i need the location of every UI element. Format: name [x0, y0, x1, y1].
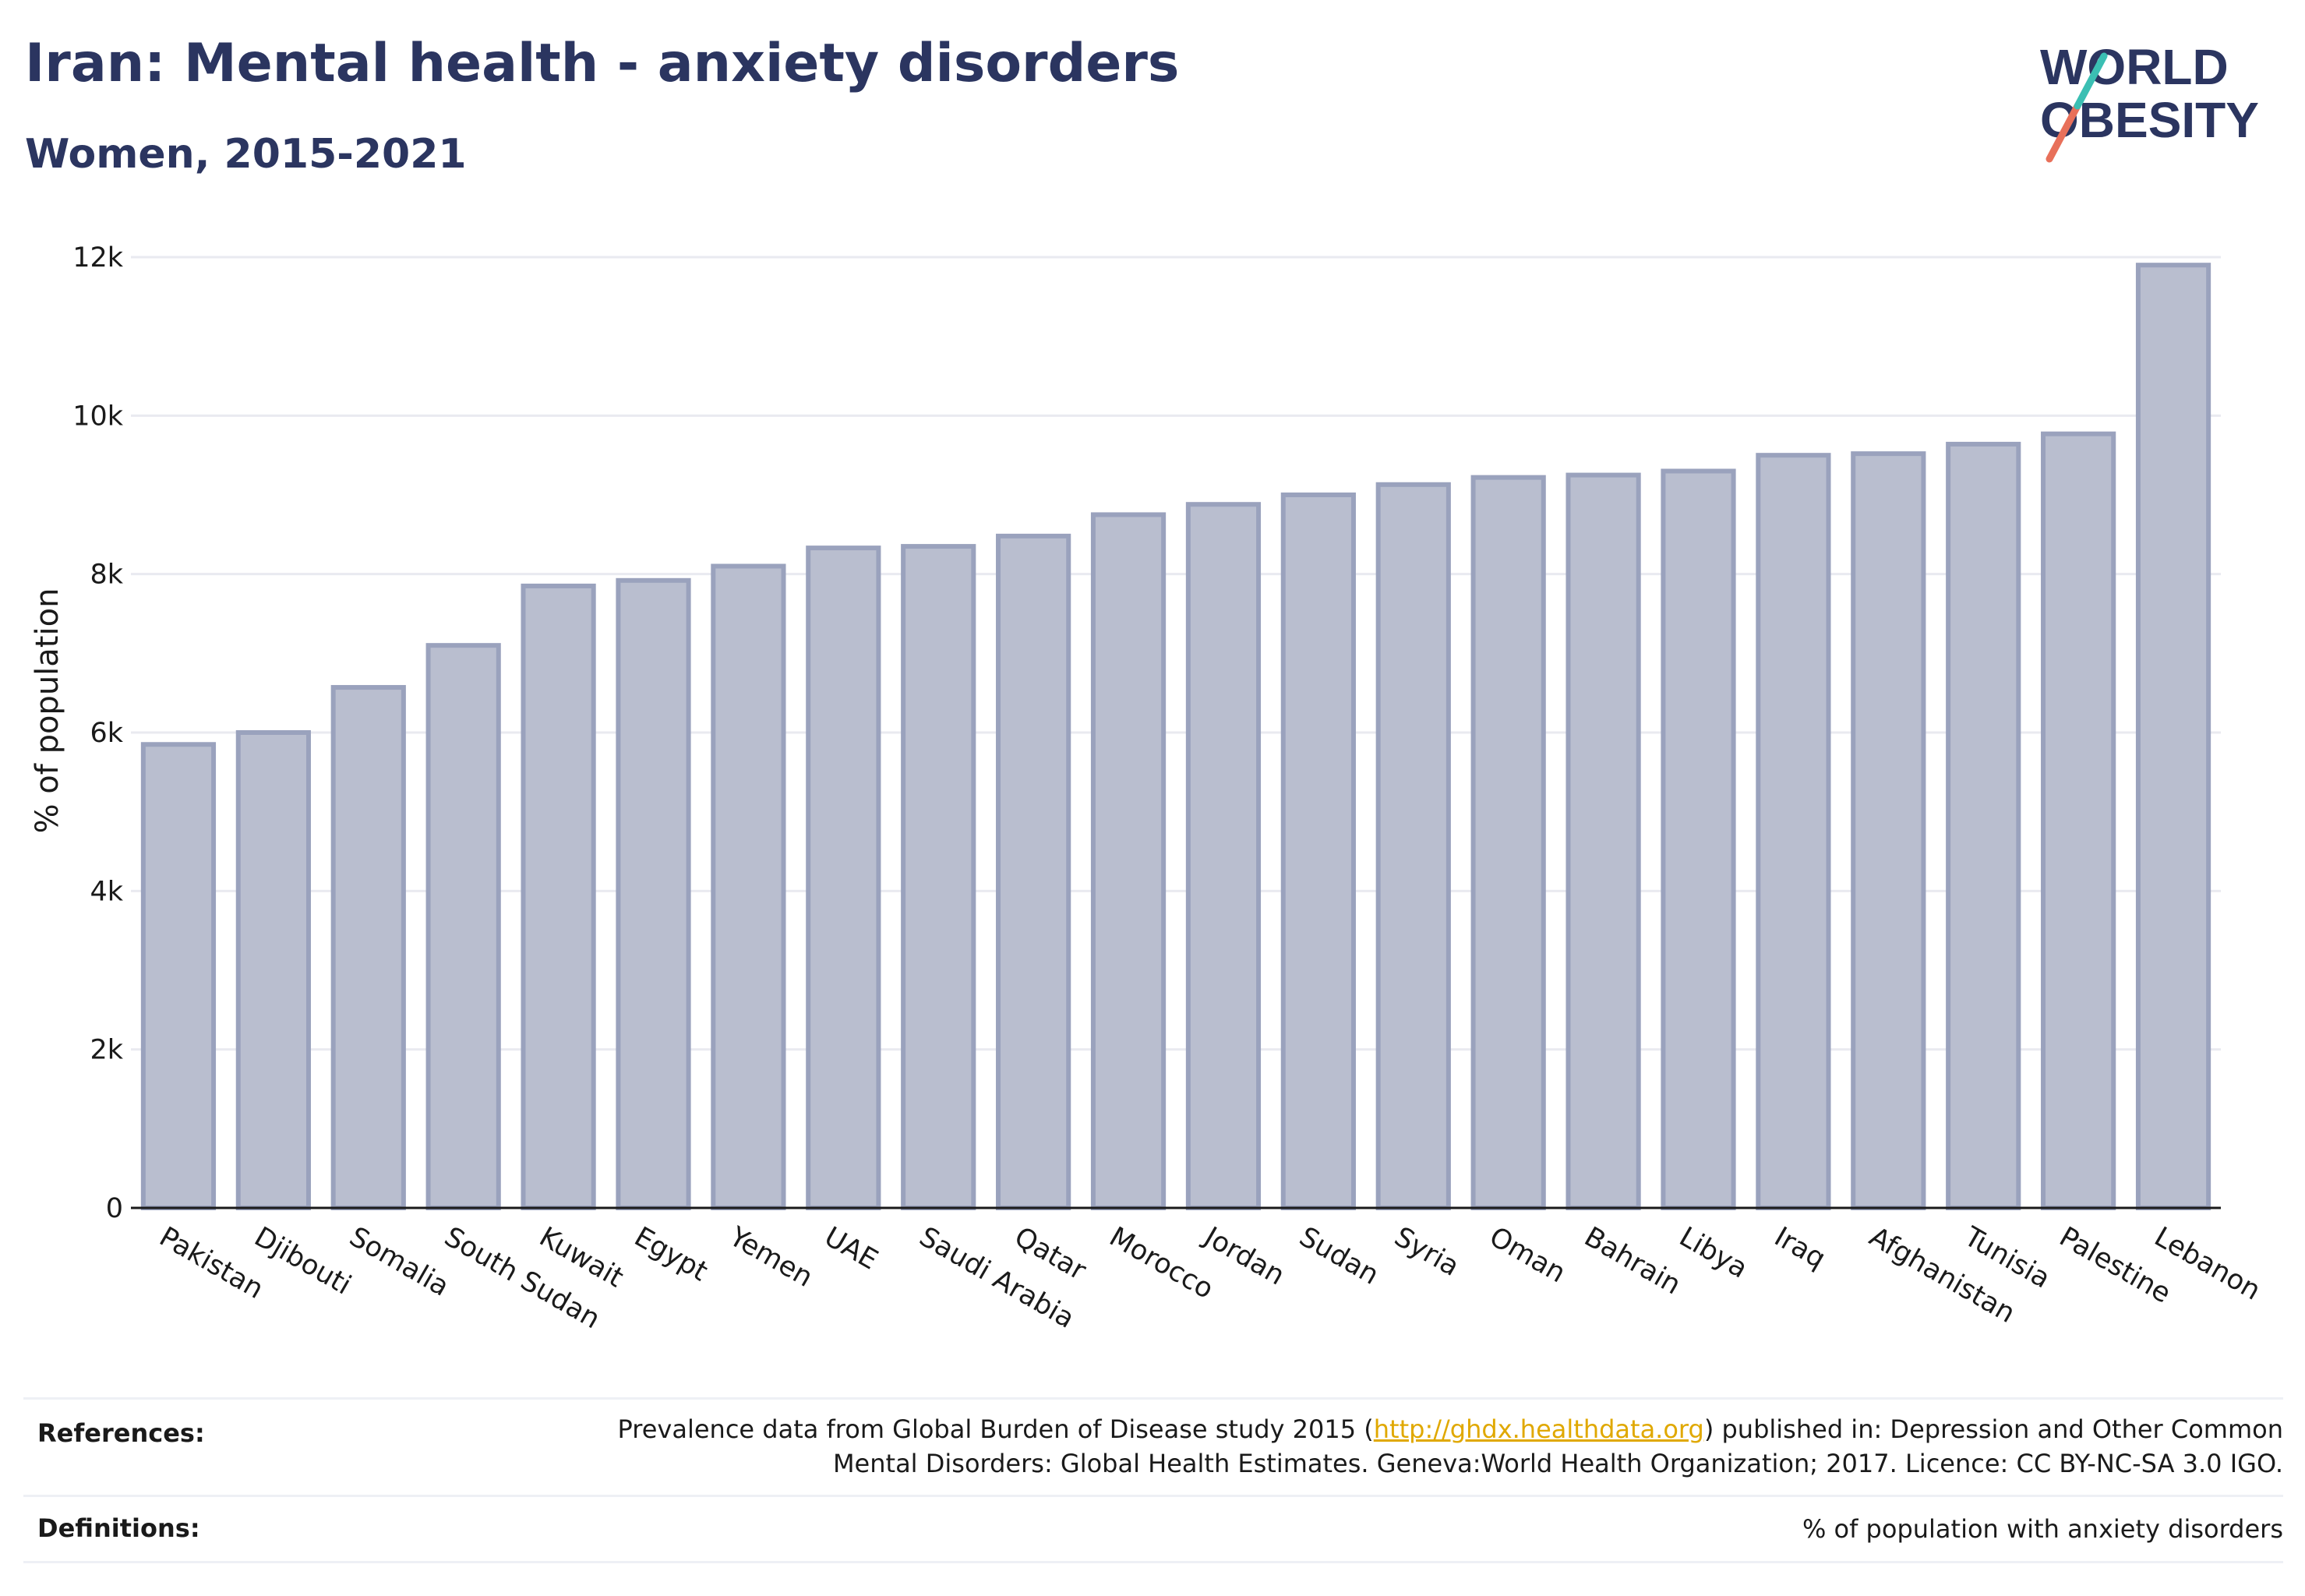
bar-syria[interactable]: [1375, 482, 1451, 1210]
x-tick-label: Sudan: [1294, 1221, 1384, 1291]
definitions-label: Definitions:: [37, 1513, 200, 1543]
x-tick-label: Djibouti: [249, 1221, 356, 1301]
x-tick-label: UAE: [819, 1221, 883, 1276]
y-tick-label: 12k: [72, 242, 124, 274]
logo-slash-coral: [2046, 102, 2081, 163]
bar-djibouti[interactable]: [235, 730, 311, 1210]
bar-saudi-arabia[interactable]: [901, 544, 976, 1210]
bar-pakistan[interactable]: [140, 742, 217, 1210]
y-tick-label: 6k: [90, 718, 123, 749]
bar-chart: 02k4k6k8k10k12kPakistanDjiboutiSomaliaSo…: [30, 242, 2266, 1335]
bar-oman[interactable]: [1470, 475, 1546, 1210]
logo-slash-teal: [2074, 52, 2108, 110]
references-text: Prevalence data from Global Burden of Di…: [618, 1412, 2283, 1481]
x-tick-label: Bahrain: [1579, 1221, 1686, 1301]
x-tick-label: Egypt: [629, 1221, 712, 1287]
bar-palestine[interactable]: [2041, 431, 2116, 1210]
y-tick-label: 2k: [90, 1035, 123, 1066]
footer-separator-bottom: [23, 1561, 2283, 1563]
x-tick-label: Somalia: [344, 1221, 454, 1303]
references-text-2: ) published in: Depression and Other Com…: [1703, 1414, 2283, 1444]
y-axis-label: % of population: [30, 588, 65, 834]
definitions-text: % of population with anxiety disorders: [1802, 1514, 2283, 1544]
bar-uae[interactable]: [806, 546, 881, 1210]
x-tick-label: Syria: [1389, 1221, 1464, 1283]
bar-kuwait[interactable]: [521, 583, 596, 1210]
x-tick-label: Yemen: [723, 1221, 817, 1294]
bar-qatar[interactable]: [996, 533, 1071, 1210]
bar-libya[interactable]: [1661, 468, 1736, 1210]
bar-lebanon[interactable]: [2135, 263, 2211, 1211]
y-tick-label: 10k: [72, 401, 124, 432]
chart-subtitle: Women, 2015-2021: [25, 131, 467, 178]
bar-egypt[interactable]: [616, 577, 691, 1210]
references-text-3: Mental Disorders: Global Health Estimate…: [832, 1449, 2283, 1478]
y-tick-label: 8k: [90, 560, 123, 591]
bars-layer: [140, 263, 2211, 1211]
x-tick-label: Libya: [1674, 1221, 1753, 1284]
bar-tunisia[interactable]: [1946, 441, 2021, 1210]
footer-separator-mid: [23, 1495, 2283, 1497]
bar-afghanistan[interactable]: [1851, 451, 1926, 1210]
bar-somalia[interactable]: [330, 685, 406, 1210]
x-tick-label: Oman: [1484, 1221, 1570, 1289]
x-tick-label: Iraq: [1769, 1221, 1830, 1275]
references-text-1: Prevalence data from Global Burden of Di…: [617, 1414, 1374, 1444]
references-link[interactable]: http://ghdx.healthdata.org: [1373, 1414, 1704, 1444]
definitions-row: Definitions: % of population with anxiet…: [23, 1512, 2283, 1559]
bar-south-sudan[interactable]: [425, 643, 501, 1210]
bar-bahrain[interactable]: [1565, 472, 1641, 1210]
x-tick-label: Morocco: [1104, 1221, 1219, 1305]
x-tick-label: Pakistan: [154, 1221, 269, 1305]
bar-yemen[interactable]: [711, 563, 786, 1210]
y-tick-label: 0: [106, 1193, 123, 1224]
references-label: References:: [37, 1418, 205, 1448]
bar-morocco[interactable]: [1090, 512, 1167, 1210]
bar-iraq[interactable]: [1756, 453, 1831, 1210]
world-obesity-logo: WORLD OBESITY: [2040, 39, 2259, 163]
bar-jordan[interactable]: [1185, 502, 1262, 1210]
footer-separator-top: [23, 1397, 2283, 1400]
logo-line1: WORLD: [2040, 39, 2229, 95]
y-tick-label: 4k: [90, 876, 123, 907]
references-row: References: Prevalence data from Global …: [23, 1412, 2283, 1490]
chart-title: Iran: Mental health - anxiety disorders: [25, 33, 1180, 94]
bar-sudan[interactable]: [1280, 493, 1356, 1210]
